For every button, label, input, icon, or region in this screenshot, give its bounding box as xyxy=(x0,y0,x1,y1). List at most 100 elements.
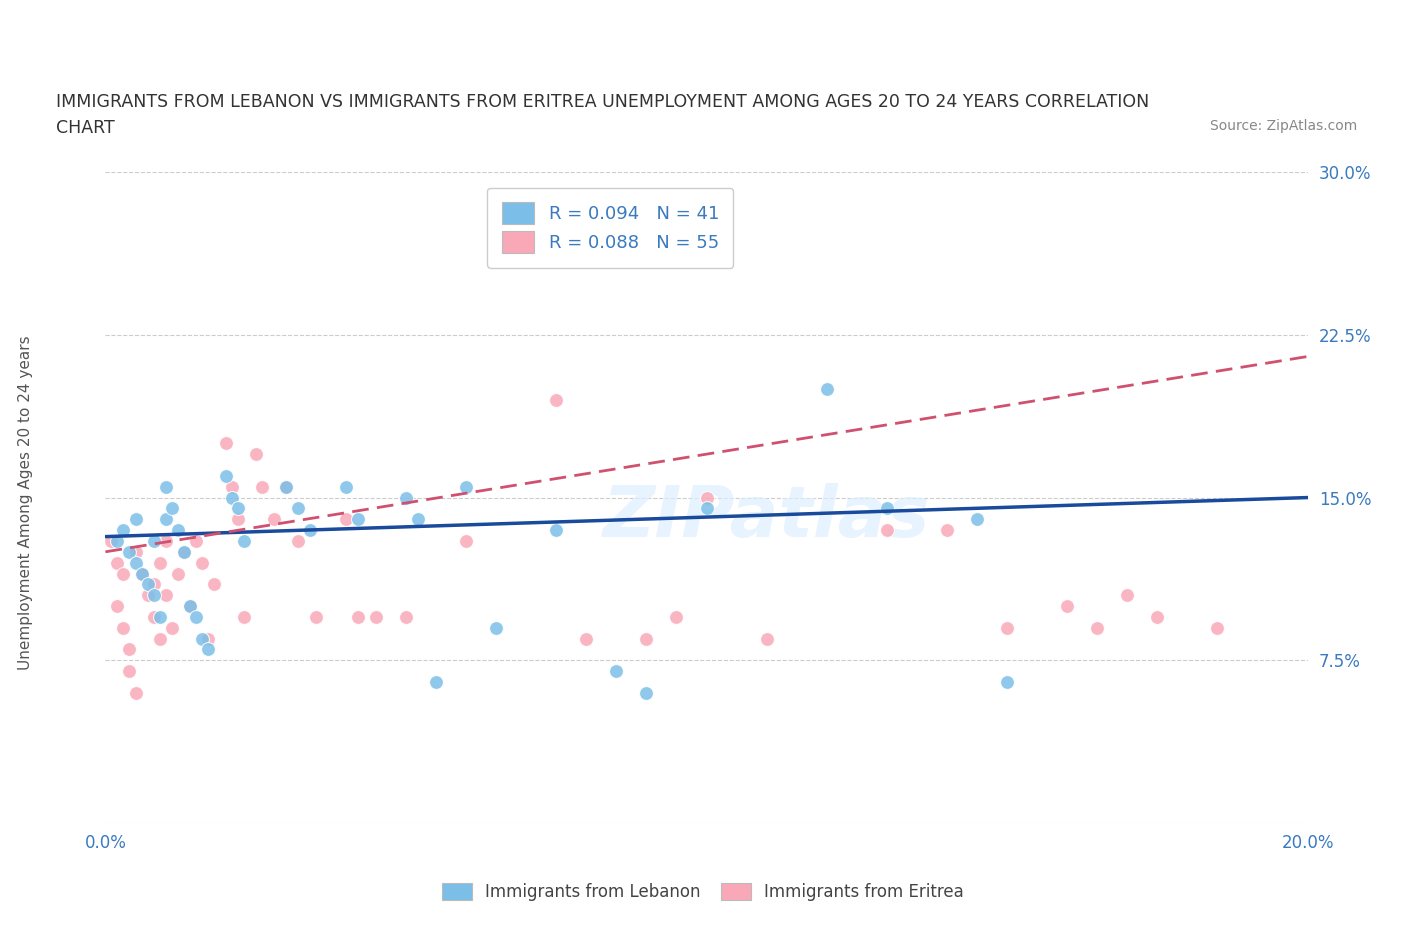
Point xyxy=(221,479,243,494)
Point xyxy=(112,523,135,538)
Point xyxy=(636,631,658,646)
Point xyxy=(1206,620,1229,635)
Text: Source: ZipAtlas.com: Source: ZipAtlas.com xyxy=(1209,119,1357,133)
Point xyxy=(190,631,212,646)
Point xyxy=(454,534,477,549)
Point xyxy=(160,620,183,635)
Point xyxy=(184,534,207,549)
Point xyxy=(155,479,177,494)
Point xyxy=(226,501,249,516)
Point xyxy=(166,523,188,538)
Point xyxy=(107,599,129,614)
Point xyxy=(274,479,297,494)
Point xyxy=(197,642,219,657)
Point xyxy=(298,523,321,538)
Point xyxy=(232,534,254,549)
Text: Unemployment Among Ages 20 to 24 years: Unemployment Among Ages 20 to 24 years xyxy=(18,335,32,670)
Point xyxy=(546,523,568,538)
Point xyxy=(274,479,297,494)
Point xyxy=(190,555,212,570)
Point xyxy=(364,609,387,624)
Point xyxy=(179,599,201,614)
Point xyxy=(636,685,658,700)
Text: IMMIGRANTS FROM LEBANON VS IMMIGRANTS FROM ERITREA UNEMPLOYMENT AMONG AGES 20 TO: IMMIGRANTS FROM LEBANON VS IMMIGRANTS FR… xyxy=(56,93,1150,111)
Point xyxy=(936,523,959,538)
Point xyxy=(696,490,718,505)
Point xyxy=(118,544,141,559)
Point xyxy=(136,588,159,603)
Point xyxy=(124,555,146,570)
Point xyxy=(395,609,418,624)
Point xyxy=(995,674,1018,689)
Point xyxy=(155,588,177,603)
Point xyxy=(148,609,170,624)
Point xyxy=(112,620,135,635)
Point xyxy=(485,620,508,635)
Point xyxy=(232,609,254,624)
Point xyxy=(179,599,201,614)
Point xyxy=(142,577,165,591)
Point xyxy=(160,501,183,516)
Point xyxy=(305,609,328,624)
Point xyxy=(124,512,146,526)
Point xyxy=(173,544,195,559)
Point xyxy=(546,392,568,407)
Point xyxy=(876,501,898,516)
Text: ZIPatlas: ZIPatlas xyxy=(603,483,931,551)
Point xyxy=(107,555,129,570)
Point xyxy=(250,479,273,494)
Point xyxy=(142,609,165,624)
Point xyxy=(202,577,225,591)
Point xyxy=(155,534,177,549)
Point xyxy=(214,436,236,451)
Point xyxy=(131,566,153,581)
Point xyxy=(287,534,309,549)
Point xyxy=(815,381,838,396)
Point xyxy=(755,631,778,646)
Point xyxy=(173,544,195,559)
Point xyxy=(335,479,357,494)
Point xyxy=(1056,599,1078,614)
Point xyxy=(142,588,165,603)
Point xyxy=(485,219,508,233)
Point xyxy=(131,566,153,581)
Point xyxy=(1146,609,1168,624)
Point xyxy=(966,512,988,526)
Point xyxy=(1116,588,1139,603)
Point xyxy=(142,534,165,549)
Point xyxy=(263,512,285,526)
Point xyxy=(995,620,1018,635)
Point xyxy=(124,544,146,559)
Point xyxy=(335,512,357,526)
Point xyxy=(665,609,688,624)
Point xyxy=(454,479,477,494)
Point xyxy=(184,609,207,624)
Point xyxy=(118,664,141,679)
Point xyxy=(1085,620,1108,635)
Point xyxy=(112,566,135,581)
Point xyxy=(347,512,370,526)
Point xyxy=(245,446,267,461)
Point xyxy=(124,685,146,700)
Legend: R = 0.094   N = 41, R = 0.088   N = 55: R = 0.094 N = 41, R = 0.088 N = 55 xyxy=(488,188,734,268)
Point xyxy=(100,534,122,549)
Point xyxy=(876,523,898,538)
Point xyxy=(107,534,129,549)
Point xyxy=(696,501,718,516)
Point xyxy=(287,501,309,516)
Point xyxy=(197,631,219,646)
Point xyxy=(214,469,236,484)
Point xyxy=(148,555,170,570)
Point xyxy=(395,490,418,505)
Point xyxy=(136,577,159,591)
Point xyxy=(425,674,447,689)
Legend: Immigrants from Lebanon, Immigrants from Eritrea: Immigrants from Lebanon, Immigrants from… xyxy=(436,876,970,908)
Point xyxy=(605,664,627,679)
Text: CHART: CHART xyxy=(56,119,115,137)
Point xyxy=(166,566,188,581)
Point xyxy=(226,512,249,526)
Point xyxy=(221,490,243,505)
Point xyxy=(347,609,370,624)
Point xyxy=(118,642,141,657)
Point xyxy=(148,631,170,646)
